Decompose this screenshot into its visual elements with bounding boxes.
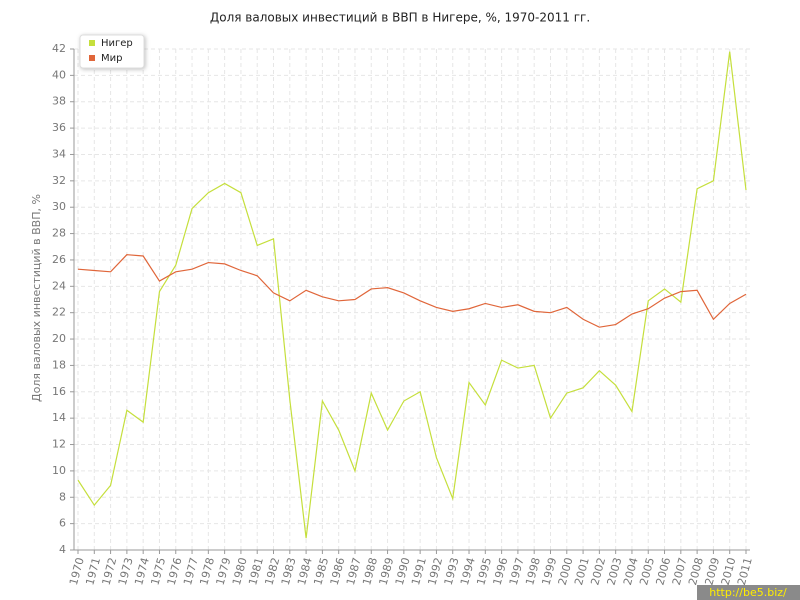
y-tick-label: 40 <box>52 68 66 81</box>
legend-label: Нигер <box>101 38 133 49</box>
legend-box <box>79 34 145 69</box>
y-tick-label: 8 <box>59 490 66 503</box>
y-tick-label: 6 <box>59 517 66 530</box>
y-tick-label: 12 <box>52 438 66 451</box>
y-tick-label: 26 <box>52 253 66 266</box>
series-line <box>77 51 747 539</box>
y-tick-label: 32 <box>52 174 66 187</box>
series-line <box>77 254 747 328</box>
watermark: http://be5.biz/ <box>709 586 787 599</box>
legend-swatch <box>89 40 95 46</box>
y-tick-label: 4 <box>59 543 66 556</box>
y-tick-label: 38 <box>52 95 66 108</box>
watermark-bg <box>697 585 800 600</box>
legend-swatch <box>89 55 95 61</box>
y-tick-label: 30 <box>52 200 66 213</box>
legend: Нигер Мир <box>79 34 145 69</box>
y-tick-label: 34 <box>52 147 66 160</box>
y-axis-label: Доля валовых инвестиций в ВВП, % <box>30 194 43 402</box>
legend-label: Мир <box>101 53 122 64</box>
y-tick-label: 24 <box>52 279 66 292</box>
y-tick-label: 36 <box>52 121 66 134</box>
y-tick-label: 14 <box>52 411 66 424</box>
y-tick-label: 42 <box>52 42 66 55</box>
y-tick-label: 16 <box>52 385 66 398</box>
plot-area: 4681012141618202224262830323436384042197… <box>52 34 755 587</box>
y-tick-label: 28 <box>52 227 66 240</box>
y-tick-label: 10 <box>52 464 66 477</box>
chart-title: Доля валовых инвестиций в ВВП в Нигере, … <box>210 11 590 25</box>
y-tick-label: 18 <box>52 358 66 371</box>
y-tick-label: 20 <box>52 332 66 345</box>
y-tick-label: 22 <box>52 306 66 319</box>
